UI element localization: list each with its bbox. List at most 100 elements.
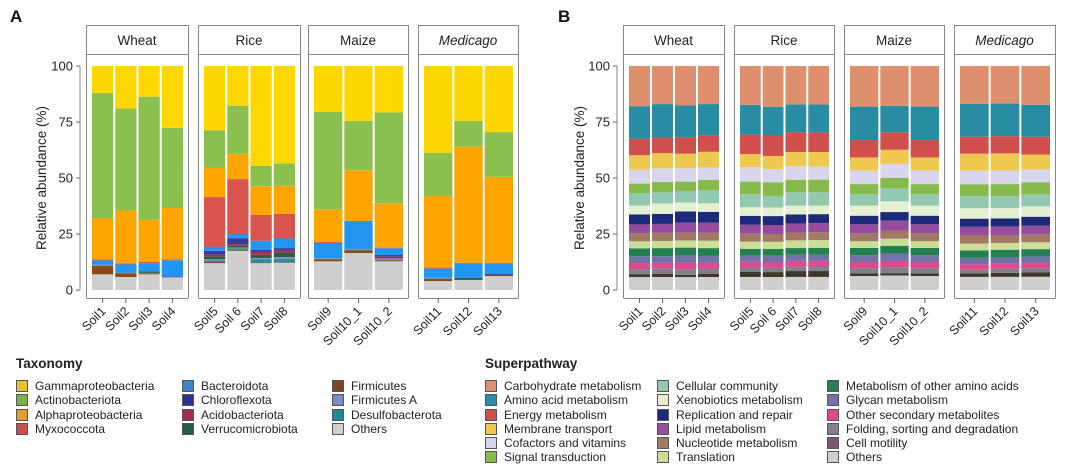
- bar-segment-nucleotide-metabolism: [785, 232, 807, 241]
- facet-header: [623, 25, 725, 55]
- legend-item: Cellular community: [657, 379, 827, 393]
- bar-segment-cofactors-and-vitamins: [740, 167, 761, 182]
- legend-swatch: [182, 408, 194, 421]
- bar-segment-firmicutes-a: [424, 277, 453, 279]
- bar-segment-cofactors-and-vitamins: [1021, 169, 1050, 183]
- facet-label: Rice: [235, 33, 262, 48]
- bar-segment-actinobacteriota: [344, 120, 373, 171]
- bar-segment-signal-transduction: [762, 182, 784, 196]
- legend-item: Metabolism of other amino acids: [827, 379, 1027, 393]
- bar-segment-xenobiotics-metabolism: [880, 201, 909, 213]
- bar-segment-replication-and-repair: [652, 213, 673, 224]
- bar-segment-desulfobacterota: [273, 258, 295, 262]
- bar-segment-other-secondary-metabolites: [740, 261, 761, 268]
- bar-segment-alphaproteobacteria: [314, 209, 343, 242]
- legend-swatch: [485, 437, 497, 450]
- bar-segment-firmicutes-a: [273, 257, 295, 259]
- bar-segment-signal-transduction: [850, 184, 879, 195]
- legend-item: Cofactors and vitamins: [485, 436, 657, 450]
- bar-segment-desulfobacterota: [204, 260, 226, 262]
- bar-segment-myxococcota: [161, 259, 183, 261]
- bar-soil10_2: [374, 66, 403, 290]
- bar-segment-cell-motility: [652, 273, 673, 278]
- bar-segment-xenobiotics-metabolism: [1021, 206, 1050, 217]
- bar-soil7: [785, 66, 807, 290]
- bar-segment-myxococcota: [314, 241, 343, 243]
- legend-swatch: [827, 422, 839, 435]
- bar-segment-nucleotide-metabolism: [1021, 234, 1050, 243]
- bar-segment-metabolism-of-other-amino-acids: [880, 245, 909, 254]
- legend-label: Xenobiotics metabolism: [676, 393, 803, 408]
- legend-item: Chloroflexota: [182, 393, 332, 407]
- x-tick-label: Soil11: [947, 304, 981, 338]
- bar-segment-lipid-metabolism: [910, 224, 939, 234]
- legend-swatch: [332, 422, 344, 435]
- bar-segment-folding-sorting-and-degradation: [785, 266, 807, 272]
- legend-swatch: [182, 380, 194, 393]
- bar-segment-alphaproteobacteria: [250, 186, 272, 215]
- bar-segment-glycan-metabolism: [629, 256, 650, 264]
- bar-segment-acidobacteriota: [204, 254, 226, 257]
- bar-segment-carbohydrate-metabolism: [880, 66, 909, 106]
- bar-segment-cofactors-and-vitamins: [910, 170, 939, 185]
- bar-segment-carbohydrate-metabolism: [1021, 66, 1050, 105]
- bar-segment-membrane-transport: [698, 151, 719, 168]
- bar-segment-replication-and-repair: [675, 211, 696, 223]
- bar-segment-desulfobacterota: [314, 258, 343, 260]
- bar-soil10_2: [910, 66, 939, 290]
- bar-segment-xenobiotics-metabolism: [629, 205, 650, 215]
- legend-swatch: [182, 422, 194, 435]
- bar-segment-xenobiotics-metabolism: [698, 203, 719, 212]
- bar-segment-folding-sorting-and-degradation: [960, 269, 989, 274]
- bar-segment-gammaproteobacteria: [204, 66, 226, 131]
- bar-segment-metabolism-of-other-amino-acids: [698, 248, 719, 256]
- x-tick-label: Soil7: [772, 304, 802, 334]
- bar-segment-bacteroidota: [374, 248, 403, 256]
- bar-segment-energy-metabolism: [1021, 136, 1050, 155]
- legend-column: Gammaproteobacteria Actinobacteriota Alpha…: [16, 379, 182, 436]
- bar-segment-cellular-community: [960, 196, 989, 209]
- bar-segment-translation: [910, 241, 939, 248]
- bar-segment-firmicutes: [374, 260, 403, 262]
- bar-segment-membrane-transport: [675, 153, 696, 169]
- bar-segment-others: [1021, 276, 1050, 290]
- bar-segment-others: [629, 277, 650, 290]
- legend-column: Bacteroidota Chloroflexota Acidobacteriota…: [182, 379, 332, 436]
- bar-segment-alphaproteobacteria: [424, 195, 453, 268]
- bar-segment-xenobiotics-metabolism: [740, 207, 761, 216]
- bar-segment-bacteroidota: [204, 246, 226, 251]
- bar-segment-firmicutes-a: [250, 257, 272, 260]
- bar-segment-actinobacteriota: [92, 92, 114, 219]
- bar-segment-translation: [629, 241, 650, 249]
- bar-segment-amino-acid-metabolism: [850, 106, 879, 141]
- legend-swatch: [485, 451, 497, 464]
- bar-segment-xenobiotics-metabolism: [652, 203, 673, 214]
- bar-segment-translation: [785, 240, 807, 249]
- bar-soil11: [960, 66, 989, 290]
- bar-segment-energy-metabolism: [762, 134, 784, 157]
- legend-item: Alphaproteobacteria: [16, 408, 182, 422]
- bar-segment-carbohydrate-metabolism: [990, 66, 1020, 104]
- bar-segment-metabolism-of-other-amino-acids: [990, 249, 1020, 258]
- legend-label: Amino acid metabolism: [504, 393, 629, 408]
- bar-soil9: [850, 66, 879, 290]
- facet-header: [734, 25, 835, 55]
- bar-segment-gammaproteobacteria: [484, 66, 513, 133]
- bar-segment-firmicutes: [227, 249, 249, 251]
- x-tick-label: Soil2: [102, 304, 132, 334]
- legend-label: Firmicutes A: [351, 393, 418, 408]
- panel-letter: B: [558, 7, 570, 26]
- legend-label: Firmicutes: [351, 379, 407, 394]
- bar-segment-alphaproteobacteria: [227, 153, 249, 180]
- bar-segment-replication-and-repair: [808, 214, 829, 224]
- bar-segment-others: [314, 261, 343, 290]
- bar-segment-membrane-transport: [960, 153, 989, 171]
- bar-segment-lipid-metabolism: [808, 223, 829, 233]
- y-tick-label: 25: [596, 227, 610, 242]
- legend-swatch: [657, 422, 669, 435]
- y-tick-label: 0: [603, 283, 610, 298]
- bar-segment-actinobacteriota: [484, 132, 513, 177]
- bar-segment-carbohydrate-metabolism: [762, 66, 784, 107]
